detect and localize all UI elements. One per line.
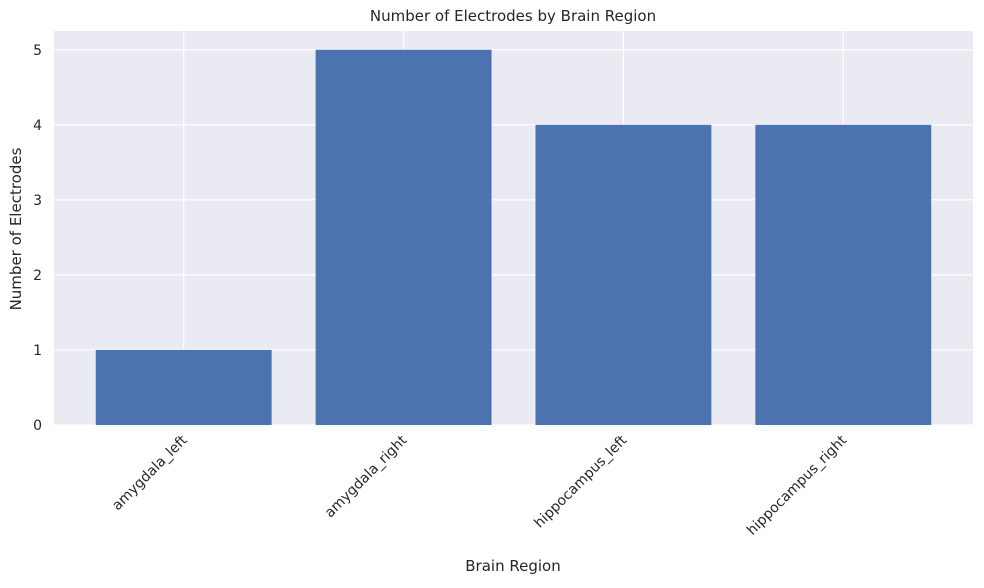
y-axis-label: Number of Electrodes (7, 147, 25, 310)
y-tick-label: 5 (33, 43, 42, 59)
x-axis-label: Brain Region (465, 557, 560, 575)
y-tick-label: 1 (33, 343, 42, 359)
chart-title: Number of Electrodes by Brain Region (370, 7, 656, 25)
x-tick-labels: amygdala_left amygdala_right hippocampus_l… (109, 432, 850, 538)
y-tick-label: 4 (33, 118, 42, 134)
y-tick-label: 0 (33, 418, 42, 434)
y-tick-labels: 0 1 2 3 4 5 (33, 43, 42, 434)
bar-hippocampus_right (755, 124, 932, 426)
bar-amygdala_right (315, 49, 492, 426)
bars (95, 49, 932, 426)
x-tick-label-amygdala_right: amygdala_right (322, 432, 411, 521)
bar-amygdala_left (95, 349, 272, 425)
x-tick-label-amygdala_left: amygdala_left (109, 432, 191, 514)
y-tick-label: 3 (33, 193, 42, 209)
y-tick-label: 2 (33, 268, 42, 284)
x-tick-label-hippocampus_left: hippocampus_left (531, 432, 630, 531)
x-tick-label-hippocampus_right: hippocampus_right (744, 432, 850, 538)
bar-hippocampus_left (535, 124, 712, 426)
